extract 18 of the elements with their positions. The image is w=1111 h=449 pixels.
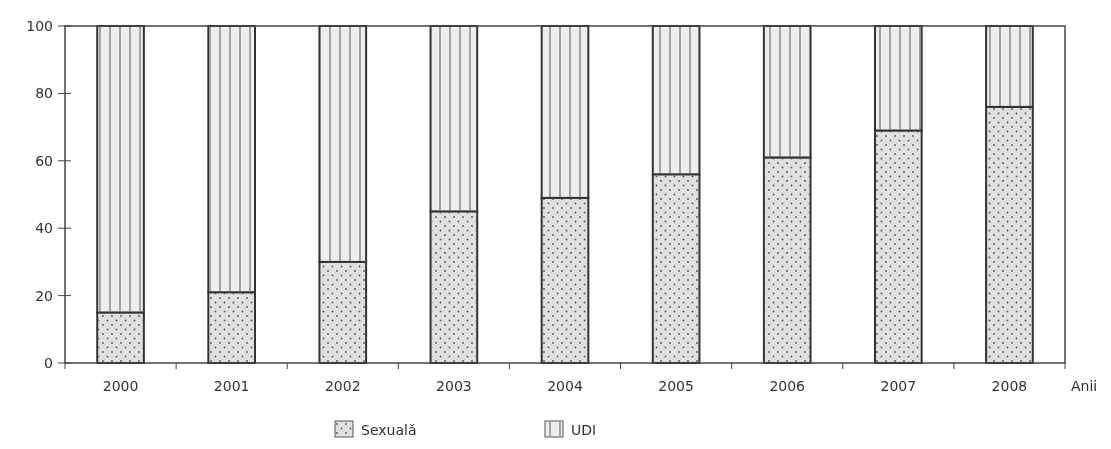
x-tick-label: 2005 bbox=[658, 378, 694, 394]
x-tick-label: 2008 bbox=[991, 378, 1028, 394]
x-axis-title: Anii bbox=[1071, 378, 1098, 394]
y-tick-label: 40 bbox=[35, 220, 53, 237]
x-tick-label: 2002 bbox=[324, 378, 361, 394]
x-tick-label: 2001 bbox=[213, 378, 250, 394]
x-tick-label: 2007 bbox=[880, 378, 917, 394]
y-tick-label: 0 bbox=[44, 354, 53, 371]
y-tick-label: 20 bbox=[35, 287, 53, 304]
y-tick-label: 80 bbox=[35, 85, 53, 102]
legend-label: UDI bbox=[571, 422, 597, 438]
x-tick-label: 2004 bbox=[547, 378, 583, 394]
x-tick-label: 2000 bbox=[102, 378, 139, 394]
legend-label: Sexuală bbox=[361, 422, 417, 438]
x-tick-label: 2006 bbox=[769, 378, 806, 394]
y-tick-label: 100 bbox=[26, 17, 53, 34]
y-tick-label: 60 bbox=[35, 152, 53, 169]
x-tick-label: 2003 bbox=[436, 378, 472, 394]
